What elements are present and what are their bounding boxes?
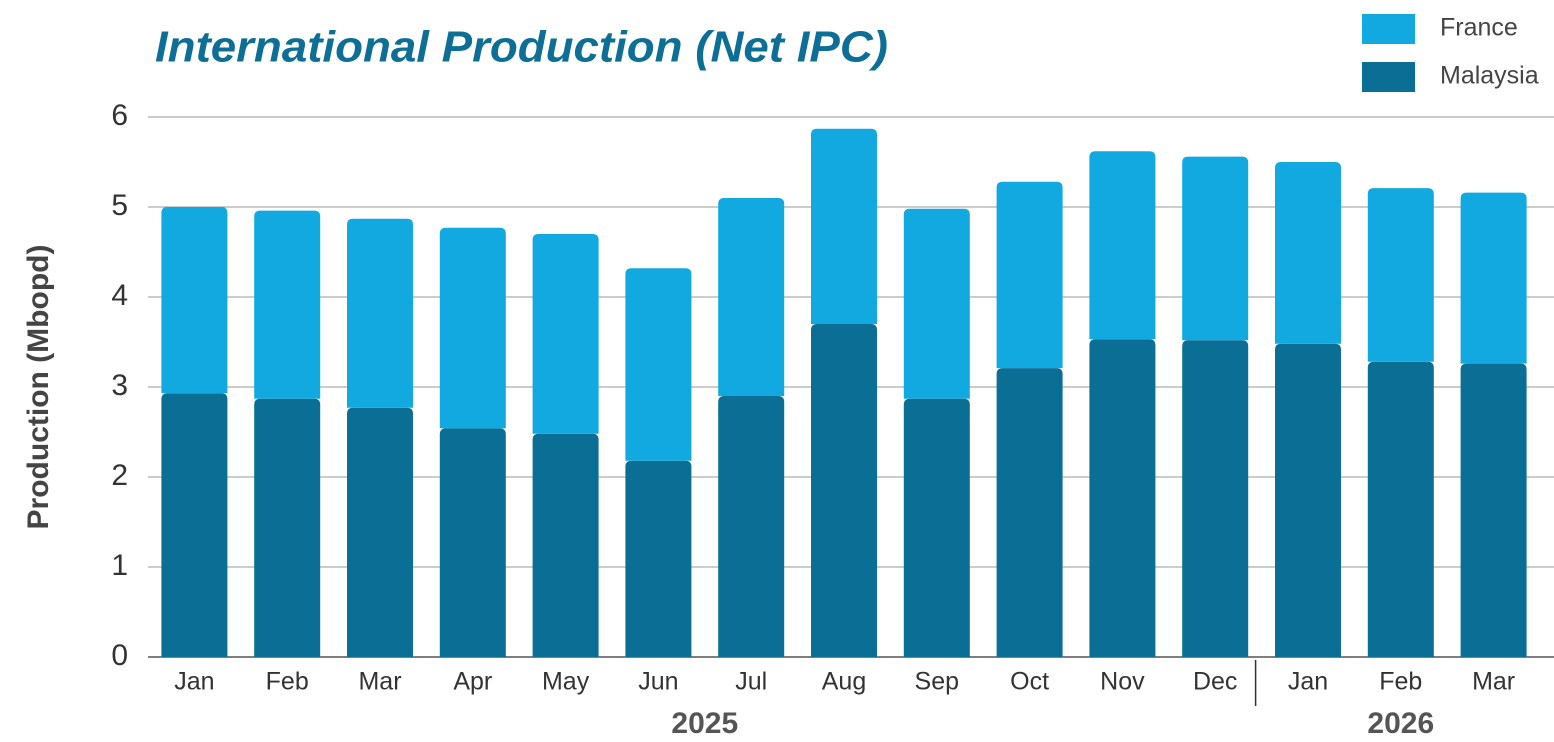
x-tick-label: Jun	[638, 668, 678, 696]
y-tick-label: 6	[111, 99, 128, 132]
bar-segment	[811, 324, 877, 657]
bar-segment	[1275, 343, 1341, 657]
x-tick-label: Jan	[174, 668, 214, 696]
bar-segment	[439, 428, 506, 657]
y-tick-label: 4	[111, 279, 128, 312]
bar-segment	[1182, 340, 1249, 657]
bar-segment	[161, 207, 228, 394]
bar-segment	[1275, 162, 1341, 344]
legend-label: France	[1440, 14, 1518, 42]
legend-label: Malaysia	[1440, 62, 1539, 90]
bar-segment	[1460, 363, 1527, 657]
y-axis-label: Production (Mbopd)	[22, 245, 55, 530]
bar-segment	[1182, 156, 1249, 341]
year-label: 2025	[671, 707, 738, 740]
bar-segment	[1460, 192, 1527, 364]
bar-segment	[161, 393, 228, 657]
bar-segment	[903, 208, 970, 399]
bar-segment	[1367, 188, 1434, 362]
y-tick-label: 3	[111, 369, 128, 402]
bar-segment	[718, 198, 785, 396]
x-tick-label: Feb	[1379, 668, 1422, 696]
bar-segment	[254, 210, 321, 399]
y-tick-label: 5	[111, 189, 128, 222]
bar-segment	[996, 181, 1063, 369]
y-tick-label: 1	[111, 549, 128, 582]
bar-segment	[625, 460, 692, 657]
bar-segment	[347, 407, 413, 657]
bar-segment	[347, 218, 413, 408]
x-tick-label: Sep	[915, 668, 959, 696]
bar-segment	[903, 398, 970, 657]
y-tick-label: 2	[111, 459, 128, 492]
chart-title: International Production (Net IPC)	[155, 23, 888, 72]
x-tick-label: Feb	[266, 668, 309, 696]
x-tick-label: May	[542, 668, 590, 696]
y-tick-label: 0	[111, 639, 128, 672]
bar-segment	[996, 368, 1063, 657]
x-tick-label: Mar	[1472, 668, 1515, 696]
x-tick-label: Dec	[1193, 668, 1237, 696]
x-tick-label: Jul	[735, 668, 767, 696]
bar-segment	[439, 227, 506, 429]
x-tick-label: Nov	[1100, 668, 1145, 696]
x-tick-label: Jan	[1288, 668, 1328, 696]
bar-segment	[254, 398, 321, 657]
legend-swatch	[1362, 14, 1415, 44]
bar-segment	[532, 433, 599, 657]
bar-segment	[811, 128, 877, 324]
x-tick-label: Oct	[1010, 668, 1049, 696]
x-tick-label: Aug	[822, 668, 866, 696]
bar-segment	[625, 268, 692, 461]
legend-swatch	[1362, 62, 1415, 92]
x-tick-label: Mar	[358, 668, 401, 696]
bar-segment	[1367, 361, 1434, 657]
year-label: 2026	[1367, 707, 1434, 740]
bar-segment	[718, 396, 785, 657]
x-tick-label: Apr	[453, 668, 492, 696]
bar-segment	[1089, 151, 1156, 340]
bar-segment	[1089, 339, 1156, 657]
bar-segment	[532, 234, 599, 434]
